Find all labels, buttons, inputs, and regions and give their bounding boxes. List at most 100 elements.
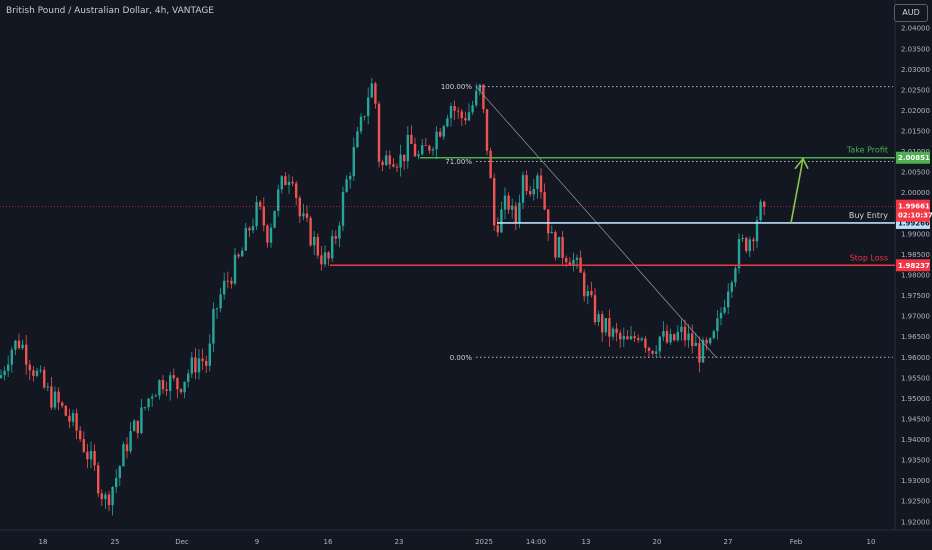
candle-body [626, 336, 629, 340]
candle-body [385, 155, 388, 166]
candle-body [514, 205, 517, 223]
candle-body [615, 328, 618, 333]
candle-body [395, 166, 399, 168]
candle-body [637, 338, 640, 341]
target-arrow-head [794, 157, 809, 170]
candle-body [435, 131, 438, 150]
candle-body [349, 176, 352, 180]
candle-body [503, 195, 507, 210]
y-tick-label: 1.98000 [901, 272, 930, 280]
candle-body [32, 370, 35, 376]
candle-body [316, 236, 319, 256]
candle-body [442, 126, 445, 137]
y-tick-label: 1.98500 [901, 251, 930, 259]
candle-body [413, 143, 417, 157]
candle-body [640, 338, 643, 341]
candle-body [251, 226, 255, 231]
candle-body [748, 239, 751, 252]
candle-body [673, 334, 676, 341]
candle-body [215, 308, 219, 310]
y-tick-label: 1.95500 [901, 374, 930, 382]
currency-button[interactable]: AUD [894, 4, 928, 22]
candle-body [363, 116, 366, 117]
candle-body [597, 314, 600, 323]
candle-body [367, 97, 370, 117]
candle-body [219, 294, 222, 309]
candle-body [295, 183, 298, 198]
candle-body [716, 318, 719, 332]
candle-body [658, 336, 661, 352]
candle-body [381, 161, 384, 166]
candle-body [701, 339, 705, 363]
candle-body [633, 336, 636, 339]
candle-body [604, 318, 607, 333]
candle-body [237, 254, 240, 257]
candle-body [683, 326, 687, 341]
candle-body [417, 154, 420, 157]
candle-body [608, 318, 611, 337]
fib-level-label: 100.00% [441, 83, 472, 91]
candle-body [259, 202, 262, 207]
y-tick-label: 1.94500 [901, 415, 930, 423]
candle-body [586, 291, 589, 297]
candle-body [568, 262, 571, 265]
candle-body [370, 83, 373, 98]
candle-body [644, 338, 647, 348]
y-tick-label: 2.04000 [901, 25, 930, 33]
candle-body [511, 205, 514, 210]
x-tick-label: 9 [255, 538, 259, 546]
x-tick-label: 2025 [475, 538, 493, 546]
candle-body [561, 236, 564, 259]
candle-body [680, 326, 683, 332]
candle-body [421, 145, 424, 155]
candle-body [302, 213, 305, 217]
candle-body [205, 360, 208, 366]
candle-body [197, 358, 201, 373]
candle-body [158, 380, 161, 396]
candle-body [269, 227, 273, 243]
candle-body [374, 83, 377, 104]
candle-body [122, 444, 125, 467]
y-tick-label: 1.97000 [901, 313, 930, 321]
candle-body [64, 405, 67, 416]
candle-body [547, 209, 550, 234]
candle-body [248, 228, 251, 231]
candle-body [28, 364, 31, 371]
buy-entry-price-text: 1.99266 [898, 219, 930, 227]
y-tick-label: 1.97500 [901, 292, 930, 300]
candle-body [449, 106, 453, 119]
candle-body [482, 84, 485, 110]
x-tick-label: 18 [39, 538, 48, 546]
candle-body [410, 134, 413, 144]
candle-body [25, 344, 28, 365]
candle-body [457, 110, 460, 112]
candle-body [298, 197, 301, 217]
candle-body [273, 210, 276, 228]
stop-loss-price-text: 1.98237 [898, 262, 930, 270]
y-tick-label: 2.02000 [901, 107, 930, 115]
candle-body [439, 131, 442, 137]
candle-body [424, 145, 427, 146]
candle-body [539, 175, 543, 193]
candle-body [359, 116, 363, 132]
candle-body [496, 225, 499, 233]
candle-body [287, 181, 291, 186]
candle-body [734, 268, 737, 283]
x-tick-label: 14:00 [526, 538, 546, 546]
candle-body [471, 105, 474, 113]
candle-body [179, 389, 183, 393]
candle-body [176, 378, 179, 390]
candle-body [255, 202, 258, 227]
candle-body [233, 254, 237, 284]
candle-body [377, 103, 381, 162]
x-tick-label: 25 [111, 538, 120, 546]
candle-body [572, 259, 575, 265]
candle-body [431, 149, 435, 151]
candle-body [406, 134, 409, 162]
candle-body [687, 333, 690, 341]
y-tick-label: 1.92000 [901, 518, 930, 526]
y-tick-label: 1.95000 [901, 395, 930, 403]
candle-body [676, 331, 679, 341]
